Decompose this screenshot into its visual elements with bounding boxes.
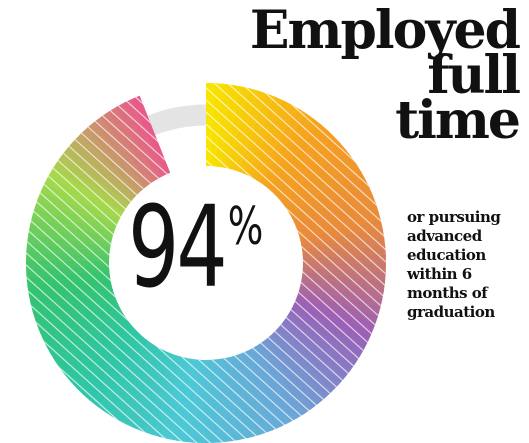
headline-line-2: full bbox=[427, 45, 521, 106]
subtext-line: advanced bbox=[407, 227, 482, 245]
headline: Employed full time bbox=[219, 0, 521, 151]
percent-value: 94 % bbox=[128, 183, 264, 313]
subtext-line: months of bbox=[407, 284, 488, 302]
subtext-line: education bbox=[407, 246, 486, 264]
percent-symbol: % bbox=[227, 197, 264, 257]
subtext-line: graduation bbox=[407, 303, 495, 321]
headline-line-3: time bbox=[395, 90, 521, 151]
percent-number: 94 bbox=[128, 183, 228, 313]
subtext: or pursuing advanced education within 6 … bbox=[407, 208, 527, 322]
subtext-line: or pursuing bbox=[407, 208, 501, 226]
subtext-line: within 6 bbox=[407, 265, 472, 283]
headline-line-1: Employed bbox=[249, 0, 521, 61]
